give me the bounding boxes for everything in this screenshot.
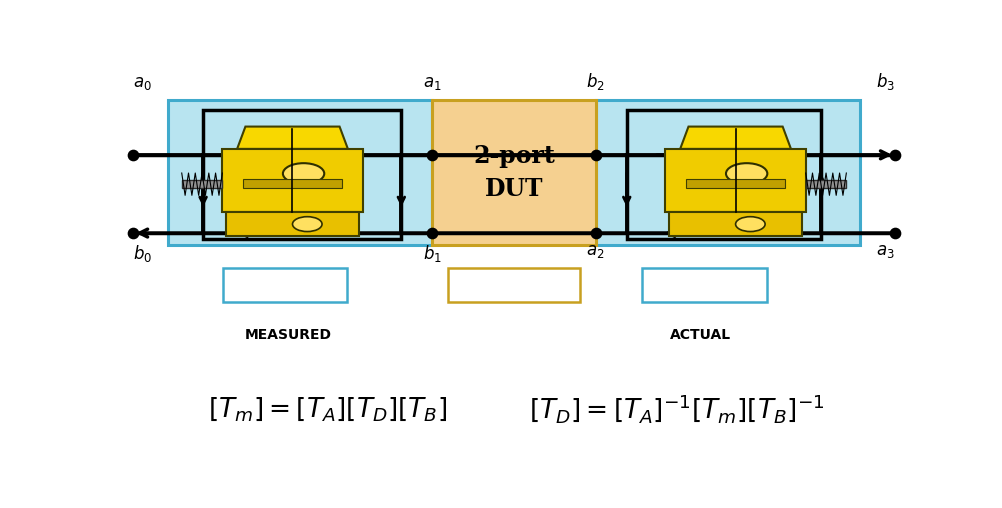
Text: $a_2$: $a_2$ bbox=[586, 243, 604, 260]
Text: $[\ T_D\ ]$: $[\ T_D\ ]$ bbox=[490, 274, 537, 295]
Text: $[\ T_B\ ]$: $[\ T_B\ ]$ bbox=[680, 274, 726, 295]
Text: $b_1$: $b_1$ bbox=[423, 243, 442, 264]
Bar bbox=[595, 100, 859, 245]
Circle shape bbox=[283, 163, 324, 184]
Point bbox=[886, 151, 902, 159]
Bar bbox=[641, 268, 766, 302]
Text: $[\ T_A\ ]$: $[\ T_A\ ]$ bbox=[262, 274, 308, 295]
Point bbox=[424, 229, 440, 237]
Text: $b_2$: $b_2$ bbox=[586, 71, 604, 92]
Bar bbox=[225, 212, 359, 236]
Point bbox=[125, 229, 141, 237]
Text: ACTUAL: ACTUAL bbox=[669, 328, 730, 342]
Bar bbox=[668, 212, 802, 236]
Circle shape bbox=[293, 217, 322, 232]
Point bbox=[125, 151, 141, 159]
Point bbox=[886, 229, 902, 237]
Bar bbox=[685, 179, 784, 188]
Bar bbox=[168, 100, 432, 245]
Text: $b_3$: $b_3$ bbox=[875, 71, 894, 92]
Point bbox=[424, 151, 440, 159]
Point bbox=[587, 229, 603, 237]
Bar bbox=[432, 100, 595, 245]
Polygon shape bbox=[236, 126, 348, 149]
Text: $[T_D]=[T_A]^{-1}[T_m][T_B]^{-1}$: $[T_D]=[T_A]^{-1}[T_m][T_B]^{-1}$ bbox=[529, 393, 825, 425]
Bar bbox=[243, 179, 342, 188]
Text: $a_3$: $a_3$ bbox=[876, 243, 894, 260]
Bar bbox=[202, 110, 401, 239]
Text: $b_0$: $b_0$ bbox=[133, 243, 152, 264]
Polygon shape bbox=[222, 149, 363, 212]
Circle shape bbox=[725, 163, 767, 184]
Text: $[T_m]=[T_A][T_D][T_B]$: $[T_m]=[T_A][T_D][T_B]$ bbox=[207, 395, 447, 423]
Bar bbox=[448, 268, 579, 302]
Bar bbox=[181, 180, 222, 188]
Bar bbox=[626, 110, 821, 239]
Bar bbox=[805, 180, 846, 188]
Polygon shape bbox=[679, 126, 791, 149]
Text: $a_1$: $a_1$ bbox=[423, 75, 441, 92]
Text: 2-port
DUT: 2-port DUT bbox=[473, 144, 554, 201]
Circle shape bbox=[734, 217, 765, 232]
Bar bbox=[222, 268, 347, 302]
Point bbox=[587, 151, 603, 159]
Text: MEASURED: MEASURED bbox=[244, 328, 332, 342]
Text: $a_0$: $a_0$ bbox=[133, 75, 151, 92]
Polygon shape bbox=[664, 149, 805, 212]
